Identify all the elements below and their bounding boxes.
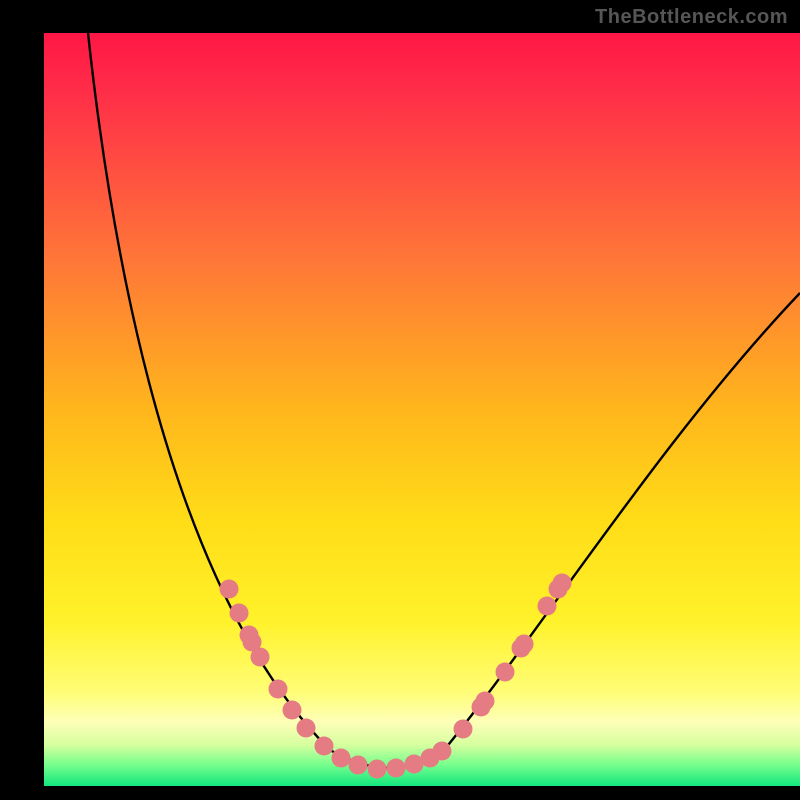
data-marker [368, 760, 387, 779]
data-marker [553, 574, 572, 593]
data-marker [251, 648, 270, 667]
data-marker [349, 756, 368, 775]
data-marker [433, 742, 452, 761]
data-marker [454, 720, 473, 739]
data-marker [315, 737, 334, 756]
data-marker [538, 597, 557, 616]
data-marker [515, 635, 534, 654]
chart-stage: TheBottleneck.com [0, 0, 800, 800]
bottleneck-chart-svg [0, 0, 800, 800]
data-marker [387, 759, 406, 778]
data-marker [269, 680, 288, 699]
data-marker [230, 604, 249, 623]
data-marker [297, 719, 316, 738]
data-marker [332, 749, 351, 768]
attribution-text: TheBottleneck.com [595, 6, 788, 29]
data-marker [476, 692, 495, 711]
data-marker [283, 701, 302, 720]
data-marker [220, 580, 239, 599]
data-marker [496, 663, 515, 682]
